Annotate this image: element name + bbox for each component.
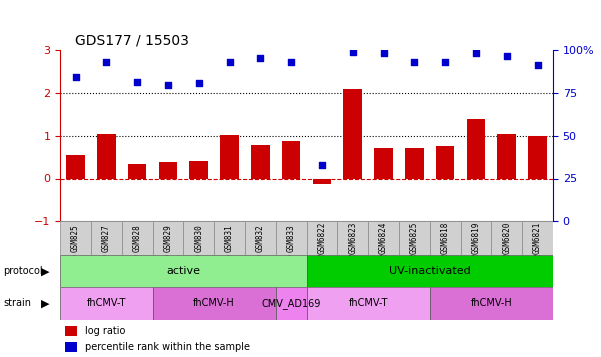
Bar (436, 146, 454, 178)
Text: GSM827: GSM827 (102, 225, 111, 252)
Bar (128, 164, 146, 178)
FancyBboxPatch shape (460, 221, 491, 255)
FancyBboxPatch shape (91, 221, 121, 255)
Text: GSM830: GSM830 (194, 225, 203, 252)
Text: percentile rank within the sample: percentile rank within the sample (85, 342, 250, 352)
Point (132, 79, 142, 85)
FancyBboxPatch shape (183, 221, 214, 255)
Point (194, 81, 204, 86)
Point (163, 82, 172, 88)
Point (502, 54, 511, 59)
Text: GSM6819: GSM6819 (471, 222, 480, 255)
Point (102, 59, 111, 65)
FancyBboxPatch shape (522, 221, 553, 255)
Text: UV-inactivated: UV-inactivated (389, 266, 471, 276)
Bar (374, 148, 393, 178)
Bar (528, 136, 547, 178)
Text: GSM6824: GSM6824 (379, 222, 388, 255)
Point (286, 59, 296, 65)
Bar (405, 148, 424, 178)
Point (532, 62, 542, 68)
Text: GSM6821: GSM6821 (533, 222, 542, 255)
Point (255, 55, 265, 61)
Bar (221, 135, 239, 178)
Point (379, 51, 388, 56)
FancyBboxPatch shape (307, 255, 553, 287)
Bar (97, 134, 115, 178)
Point (348, 49, 358, 55)
Bar (159, 162, 177, 178)
Text: GSM6825: GSM6825 (410, 222, 419, 255)
Text: CMV_AD169: CMV_AD169 (261, 298, 321, 309)
FancyBboxPatch shape (153, 221, 183, 255)
Text: fhCMV-T: fhCMV-T (87, 298, 126, 308)
Text: GSM825: GSM825 (71, 225, 80, 252)
Text: ▶: ▶ (41, 266, 49, 276)
Text: fhCMV-T: fhCMV-T (349, 298, 388, 308)
Bar (189, 161, 208, 178)
Point (409, 59, 419, 65)
FancyBboxPatch shape (60, 221, 91, 255)
FancyBboxPatch shape (153, 287, 276, 320)
Bar (313, 178, 331, 183)
FancyBboxPatch shape (276, 221, 307, 255)
Point (225, 59, 234, 65)
FancyBboxPatch shape (121, 221, 153, 255)
Text: strain: strain (3, 298, 31, 308)
FancyBboxPatch shape (60, 255, 307, 287)
FancyBboxPatch shape (368, 221, 399, 255)
FancyBboxPatch shape (214, 221, 245, 255)
Bar (466, 119, 485, 178)
FancyBboxPatch shape (337, 221, 368, 255)
Text: GSM6823: GSM6823 (348, 222, 357, 255)
Bar (251, 145, 269, 178)
Bar (66, 155, 85, 178)
FancyBboxPatch shape (65, 326, 78, 336)
Bar (343, 89, 362, 178)
FancyBboxPatch shape (276, 287, 307, 320)
Text: GSM831: GSM831 (225, 225, 234, 252)
Text: active: active (166, 266, 200, 276)
FancyBboxPatch shape (430, 287, 553, 320)
Text: fhCMV-H: fhCMV-H (194, 298, 235, 308)
Point (71, 74, 81, 79)
Point (471, 51, 481, 56)
Text: protocol: protocol (3, 266, 43, 276)
Text: log ratio: log ratio (85, 326, 125, 336)
Text: GSM6820: GSM6820 (502, 222, 511, 255)
Text: fhCMV-H: fhCMV-H (471, 298, 512, 308)
FancyBboxPatch shape (245, 221, 276, 255)
Bar (498, 134, 516, 178)
Text: ▶: ▶ (41, 298, 49, 308)
FancyBboxPatch shape (60, 287, 153, 320)
Point (317, 162, 327, 168)
Text: GDS177 / 15503: GDS177 / 15503 (75, 34, 189, 47)
Text: GSM6818: GSM6818 (441, 222, 450, 255)
FancyBboxPatch shape (399, 221, 430, 255)
Text: GSM828: GSM828 (133, 225, 142, 252)
FancyBboxPatch shape (307, 221, 337, 255)
Text: GSM833: GSM833 (287, 225, 296, 252)
FancyBboxPatch shape (307, 287, 430, 320)
FancyBboxPatch shape (65, 342, 78, 352)
Bar (282, 141, 300, 178)
Point (441, 59, 450, 65)
FancyBboxPatch shape (491, 221, 522, 255)
Text: GSM6822: GSM6822 (317, 222, 326, 255)
Text: GSM832: GSM832 (256, 225, 265, 252)
FancyBboxPatch shape (430, 221, 460, 255)
Text: GSM829: GSM829 (163, 225, 172, 252)
